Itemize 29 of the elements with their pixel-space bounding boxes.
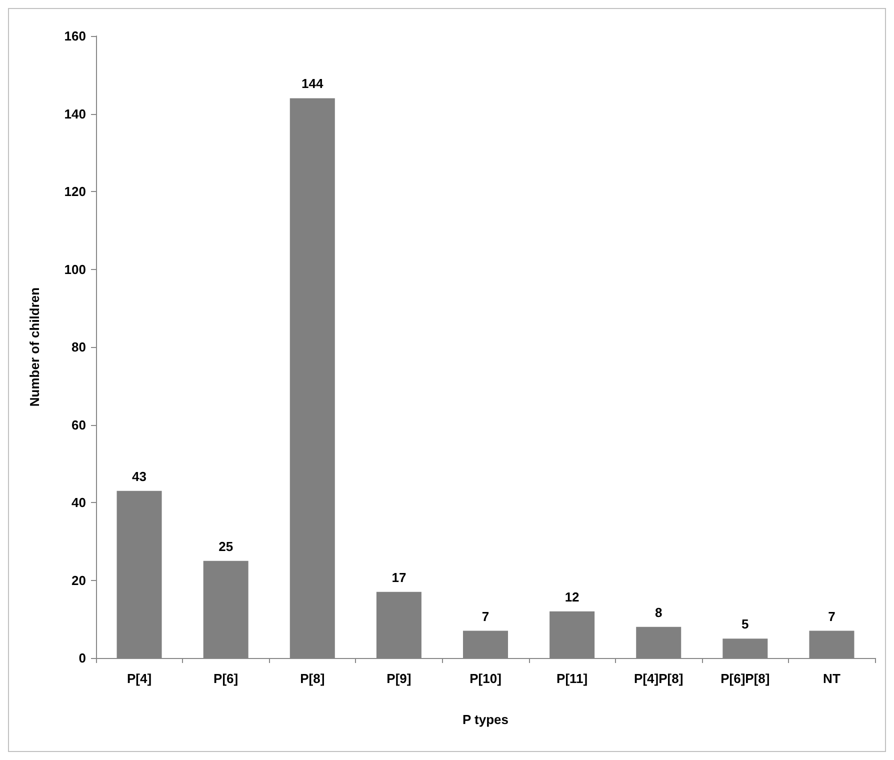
y-tick-label: 160 (64, 28, 86, 44)
data-label: 43 (132, 468, 147, 484)
x-axis-title: P types (462, 712, 509, 727)
x-tick-label: P[4]P[8] (634, 671, 684, 686)
y-tick-label: 120 (64, 184, 86, 199)
data-label: 25 (218, 538, 234, 554)
x-tick-label: P[6]P[8] (720, 671, 770, 686)
data-label: 5 (742, 616, 749, 632)
y-tick-label: 140 (64, 106, 86, 122)
x-tick-label: P[4] (126, 671, 152, 686)
y-tick-label: 0 (78, 650, 86, 666)
y-tick-label: 80 (72, 340, 86, 354)
y-axis-title: Number of children (27, 287, 42, 407)
y-tick-label: 100 (64, 262, 86, 277)
data-label: 12 (564, 589, 580, 604)
data-label: 8 (654, 604, 662, 620)
data-label: 17 (392, 570, 406, 585)
x-tick-label: P[6] (214, 671, 238, 686)
x-tick-label: P[10] (470, 671, 502, 686)
y-tick-label: 40 (72, 495, 86, 510)
y-tick-label: 20 (72, 572, 86, 588)
x-tick-label: P[11] (556, 671, 588, 686)
data-label: 7 (482, 608, 490, 624)
data-label: 144 (302, 76, 324, 92)
y-tick-label: 60 (72, 417, 86, 432)
x-tick-label: P[9] (386, 671, 412, 686)
data-label: 7 (828, 608, 836, 624)
x-tick-label: NT (823, 671, 840, 686)
x-tick-label: P[8] (300, 671, 325, 686)
